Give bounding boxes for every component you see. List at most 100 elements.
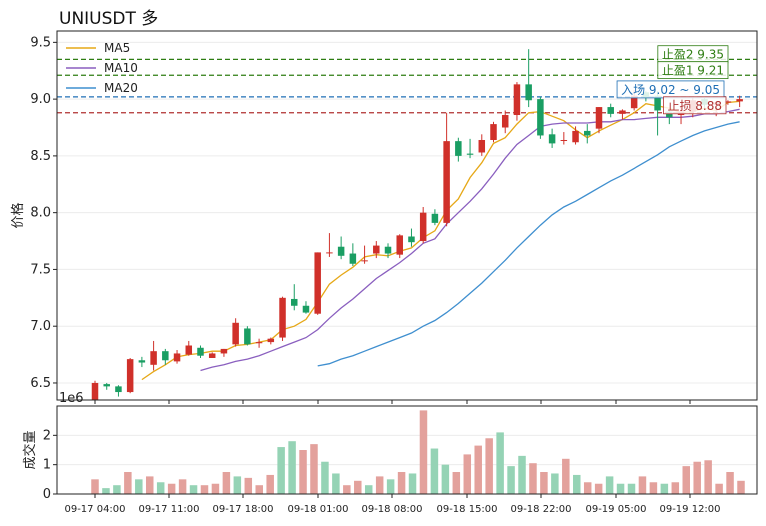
candle [654,91,661,136]
volume-bar [419,410,428,494]
candle-body [666,111,673,118]
volume-bar [167,483,176,494]
candle-body [408,236,415,243]
candle [595,107,603,134]
volume-bar [726,472,734,494]
candle [466,138,474,159]
candle [396,234,403,259]
volume-bar [299,450,307,494]
candle [291,284,298,311]
candle-body [384,246,392,254]
legend-label: MA10 [104,61,138,75]
price-x-ticks [94,400,691,404]
volume-x-tick-label: 09-19 12:00 [659,504,720,515]
candle [548,128,556,148]
candle [724,100,732,105]
candle [255,338,263,348]
volume-x-tick-label: 09-17 04:00 [64,504,125,515]
volume-bar [551,473,559,494]
level-label-text: 入场 9.02 ~ 9.05 [621,83,720,97]
volume-bar [255,485,263,494]
candle [736,95,743,108]
candle-body [572,130,579,143]
candle-body [150,351,157,365]
candle-body [279,297,286,338]
candle-body [162,351,169,361]
volume-y-ticks: 0 1 2 [43,428,57,502]
candle [584,124,591,144]
candle [478,134,486,156]
candle [314,252,321,315]
volume-x-ticks: 09-17 04:00 09-17 11:00 09-17 18:00 09-18 0… [64,494,721,515]
price-y-tick-label: 8.0 [30,206,51,221]
volume-bar [627,483,636,494]
candle-body [337,246,345,256]
candle [384,243,392,259]
volume-bar [638,476,647,494]
volume-bar [91,479,99,494]
candle-body [208,353,216,358]
candle [537,96,544,139]
candle [150,340,157,371]
candle-body [560,139,568,141]
candle-body [490,124,497,140]
volume-bar [474,445,482,494]
volume-bar [540,472,548,494]
candle-body [173,353,181,362]
volume-y-tick-label: 2 [43,428,51,443]
candle-body [736,99,743,102]
volume-bar [386,479,395,494]
volume-x-tick-label: 09-17 18:00 [212,504,273,515]
volume-bar [649,482,658,494]
volume-x-tick-label: 09-18 01:00 [287,504,348,515]
volume-bar [430,448,439,494]
candle-body [115,386,122,393]
volume-bar [266,474,274,494]
candle-body [513,84,521,116]
legend-item: MA20 [66,81,138,95]
ma5-line [141,100,740,381]
candle-body [349,253,357,264]
level-label-text: 止损 8.88 [667,99,722,113]
candle [455,137,462,162]
volume-bar [507,466,515,494]
volume-bar [375,476,384,494]
price-y-tick-label: 9.0 [30,92,51,107]
volume-bar [693,461,701,494]
candle [431,209,439,226]
volume-bar [222,472,231,494]
volume-bar [463,454,472,494]
level-labels: 止盈2 9.35 止盈1 9.21 入场 9.02 ~ 9.05 止损 8.88 [616,45,729,115]
candle [419,206,427,244]
level-label-box [663,96,727,115]
candle-body [361,260,368,262]
candle [173,350,181,364]
volume-bar [605,476,614,494]
volume-x-tick-label: 09-18 08:00 [361,504,422,515]
candle [607,103,614,118]
candle [232,318,239,347]
candle-body [548,134,556,144]
volume-bar [124,472,132,494]
candle [162,348,169,365]
volume-bar [343,485,351,494]
volume-bar [178,479,187,494]
candle [443,112,450,227]
volume-x-tick-label: 09-18 22:00 [510,504,571,515]
candle-body [595,107,603,129]
volume-bar [277,447,285,494]
volume-bar [332,473,340,494]
candle [279,296,286,341]
candle-body [584,130,591,136]
candle-body [91,382,99,400]
ma20-line [317,121,740,367]
volume-bar [288,441,296,494]
volume-bar [715,483,723,494]
price-y-tick-label: 8.5 [30,149,51,164]
volume-bar [408,473,417,494]
volume-bar [704,460,712,494]
volume-bar [562,458,570,494]
candle-body [431,213,439,223]
candle-body [607,107,614,114]
candle-body [244,328,251,345]
